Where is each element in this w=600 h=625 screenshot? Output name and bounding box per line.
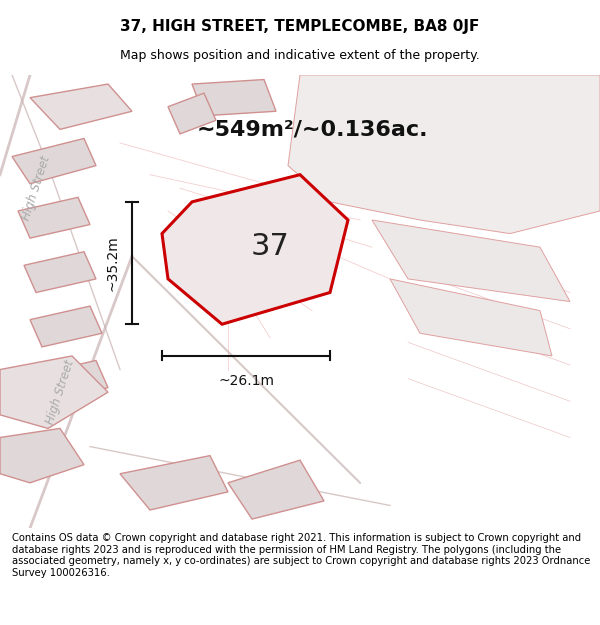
Polygon shape bbox=[30, 306, 102, 347]
Polygon shape bbox=[288, 75, 600, 234]
Polygon shape bbox=[12, 138, 96, 184]
Text: High Street: High Street bbox=[19, 154, 53, 222]
Polygon shape bbox=[0, 356, 108, 429]
Text: High Street: High Street bbox=[43, 358, 77, 426]
Polygon shape bbox=[192, 79, 276, 116]
Polygon shape bbox=[372, 220, 570, 301]
Text: ~549m²/~0.136ac.: ~549m²/~0.136ac. bbox=[196, 119, 428, 139]
Text: Map shows position and indicative extent of the property.: Map shows position and indicative extent… bbox=[120, 49, 480, 62]
Polygon shape bbox=[24, 252, 96, 292]
Polygon shape bbox=[0, 429, 84, 483]
Polygon shape bbox=[228, 460, 324, 519]
Text: ~26.1m: ~26.1m bbox=[218, 374, 274, 388]
Text: ~35.2m: ~35.2m bbox=[106, 235, 120, 291]
Text: 37, HIGH STREET, TEMPLECOMBE, BA8 0JF: 37, HIGH STREET, TEMPLECOMBE, BA8 0JF bbox=[121, 19, 479, 34]
Polygon shape bbox=[168, 93, 216, 134]
Polygon shape bbox=[120, 456, 228, 510]
Text: Contains OS data © Crown copyright and database right 2021. This information is : Contains OS data © Crown copyright and d… bbox=[12, 533, 590, 578]
Polygon shape bbox=[162, 174, 348, 324]
Polygon shape bbox=[18, 198, 90, 238]
Text: 37: 37 bbox=[251, 232, 289, 261]
Polygon shape bbox=[390, 279, 552, 356]
Polygon shape bbox=[30, 84, 132, 129]
Polygon shape bbox=[36, 361, 108, 401]
